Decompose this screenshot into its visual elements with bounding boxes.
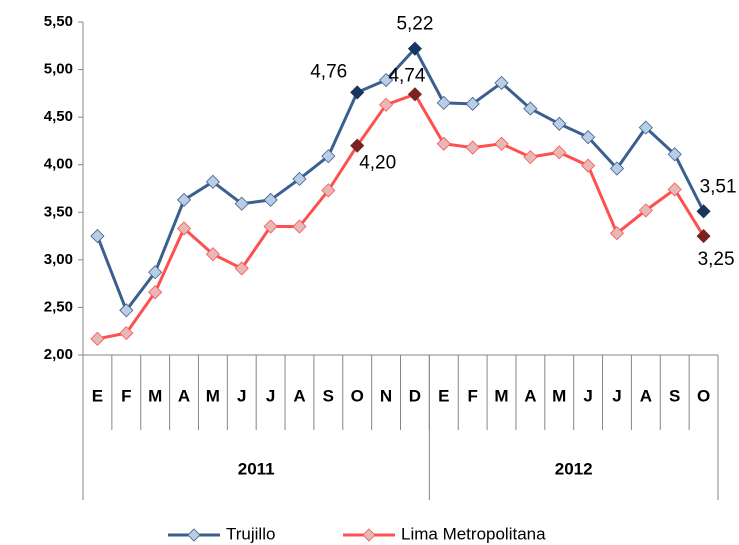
x-tick-label: F (467, 386, 477, 405)
marker (205, 247, 220, 262)
legend-label: Trujillo (226, 524, 275, 543)
x-tick-label: J (266, 386, 275, 405)
y-tick-label: 2,00 (44, 346, 73, 363)
legend-label: Lima Metropolitana (401, 524, 546, 543)
marker (148, 265, 163, 280)
marker (465, 140, 480, 155)
series-line (97, 92, 705, 341)
data-label: 4,74 (388, 65, 425, 86)
data-label: 3,51 (700, 176, 737, 197)
x-tick-label: O (351, 386, 364, 405)
data-label: 5,22 (396, 14, 433, 35)
marker (465, 96, 480, 111)
marker (234, 196, 249, 211)
marker (292, 171, 307, 187)
x-tick-label: S (323, 386, 334, 405)
marker (609, 161, 625, 176)
marker (523, 101, 538, 116)
marker (581, 130, 596, 145)
marker (176, 192, 192, 207)
y-tick-label: 2,50 (44, 298, 73, 315)
x-tick-label: A (293, 386, 305, 405)
marker (609, 226, 625, 241)
marker (667, 147, 682, 162)
marker (119, 303, 134, 318)
marker (407, 41, 422, 56)
data-label: 4,76 (310, 61, 347, 82)
x-tick-label: E (438, 386, 449, 405)
x-tick-label: M (494, 386, 508, 405)
marker (494, 136, 509, 151)
marker (696, 229, 711, 244)
marker (90, 229, 105, 244)
marker (263, 219, 278, 234)
x-tick-label: N (380, 386, 392, 405)
marker (119, 326, 134, 341)
legend-marker (362, 528, 376, 542)
marker (379, 72, 394, 88)
marker (552, 145, 567, 160)
marker (234, 261, 249, 276)
data-label: 4,20 (359, 153, 396, 174)
y-tick-label: 5,50 (44, 13, 73, 30)
marker (321, 183, 336, 198)
y-tick-label: 4,00 (44, 156, 73, 173)
x-tick-label: O (697, 386, 710, 405)
group-label: 2011 (238, 459, 275, 478)
x-tick-label: E (92, 386, 103, 405)
marker (350, 85, 365, 100)
x-tick-label: A (178, 386, 190, 405)
marker (436, 136, 451, 151)
marker (321, 149, 336, 164)
group-label: 2012 (555, 459, 593, 478)
y-tick-label: 3,00 (44, 251, 73, 268)
y-tick-label: 3,50 (44, 203, 73, 220)
marker (350, 138, 365, 153)
marker (90, 331, 105, 346)
marker (436, 95, 451, 110)
legend-marker (187, 528, 201, 542)
marker (407, 87, 422, 102)
x-tick-label: M (552, 386, 566, 405)
marker (581, 158, 596, 173)
x-tick-label: D (409, 386, 421, 405)
marker (638, 203, 653, 218)
x-tick-label: M (148, 386, 162, 405)
series-line (96, 46, 705, 314)
x-tick-label: A (640, 386, 652, 405)
x-tick-label: J (237, 386, 246, 405)
marker (176, 221, 192, 236)
marker (638, 120, 653, 135)
data-label: 3,25 (698, 249, 735, 270)
marker (292, 219, 307, 234)
x-tick-label: A (524, 386, 536, 405)
y-tick-label: 5,00 (44, 61, 73, 78)
marker (552, 116, 567, 131)
marker (696, 204, 711, 219)
x-tick-label: S (669, 386, 680, 405)
marker (148, 285, 163, 300)
marker (494, 75, 509, 90)
y-tick-label: 4,50 (44, 108, 73, 125)
x-tick-label: M (206, 386, 220, 405)
marker (523, 150, 538, 165)
x-tick-label: J (612, 386, 621, 405)
x-tick-label: J (583, 386, 592, 405)
x-tick-label: F (121, 386, 131, 405)
marker (667, 182, 682, 197)
marker (379, 97, 394, 112)
marker (205, 174, 220, 189)
marker (263, 192, 278, 207)
